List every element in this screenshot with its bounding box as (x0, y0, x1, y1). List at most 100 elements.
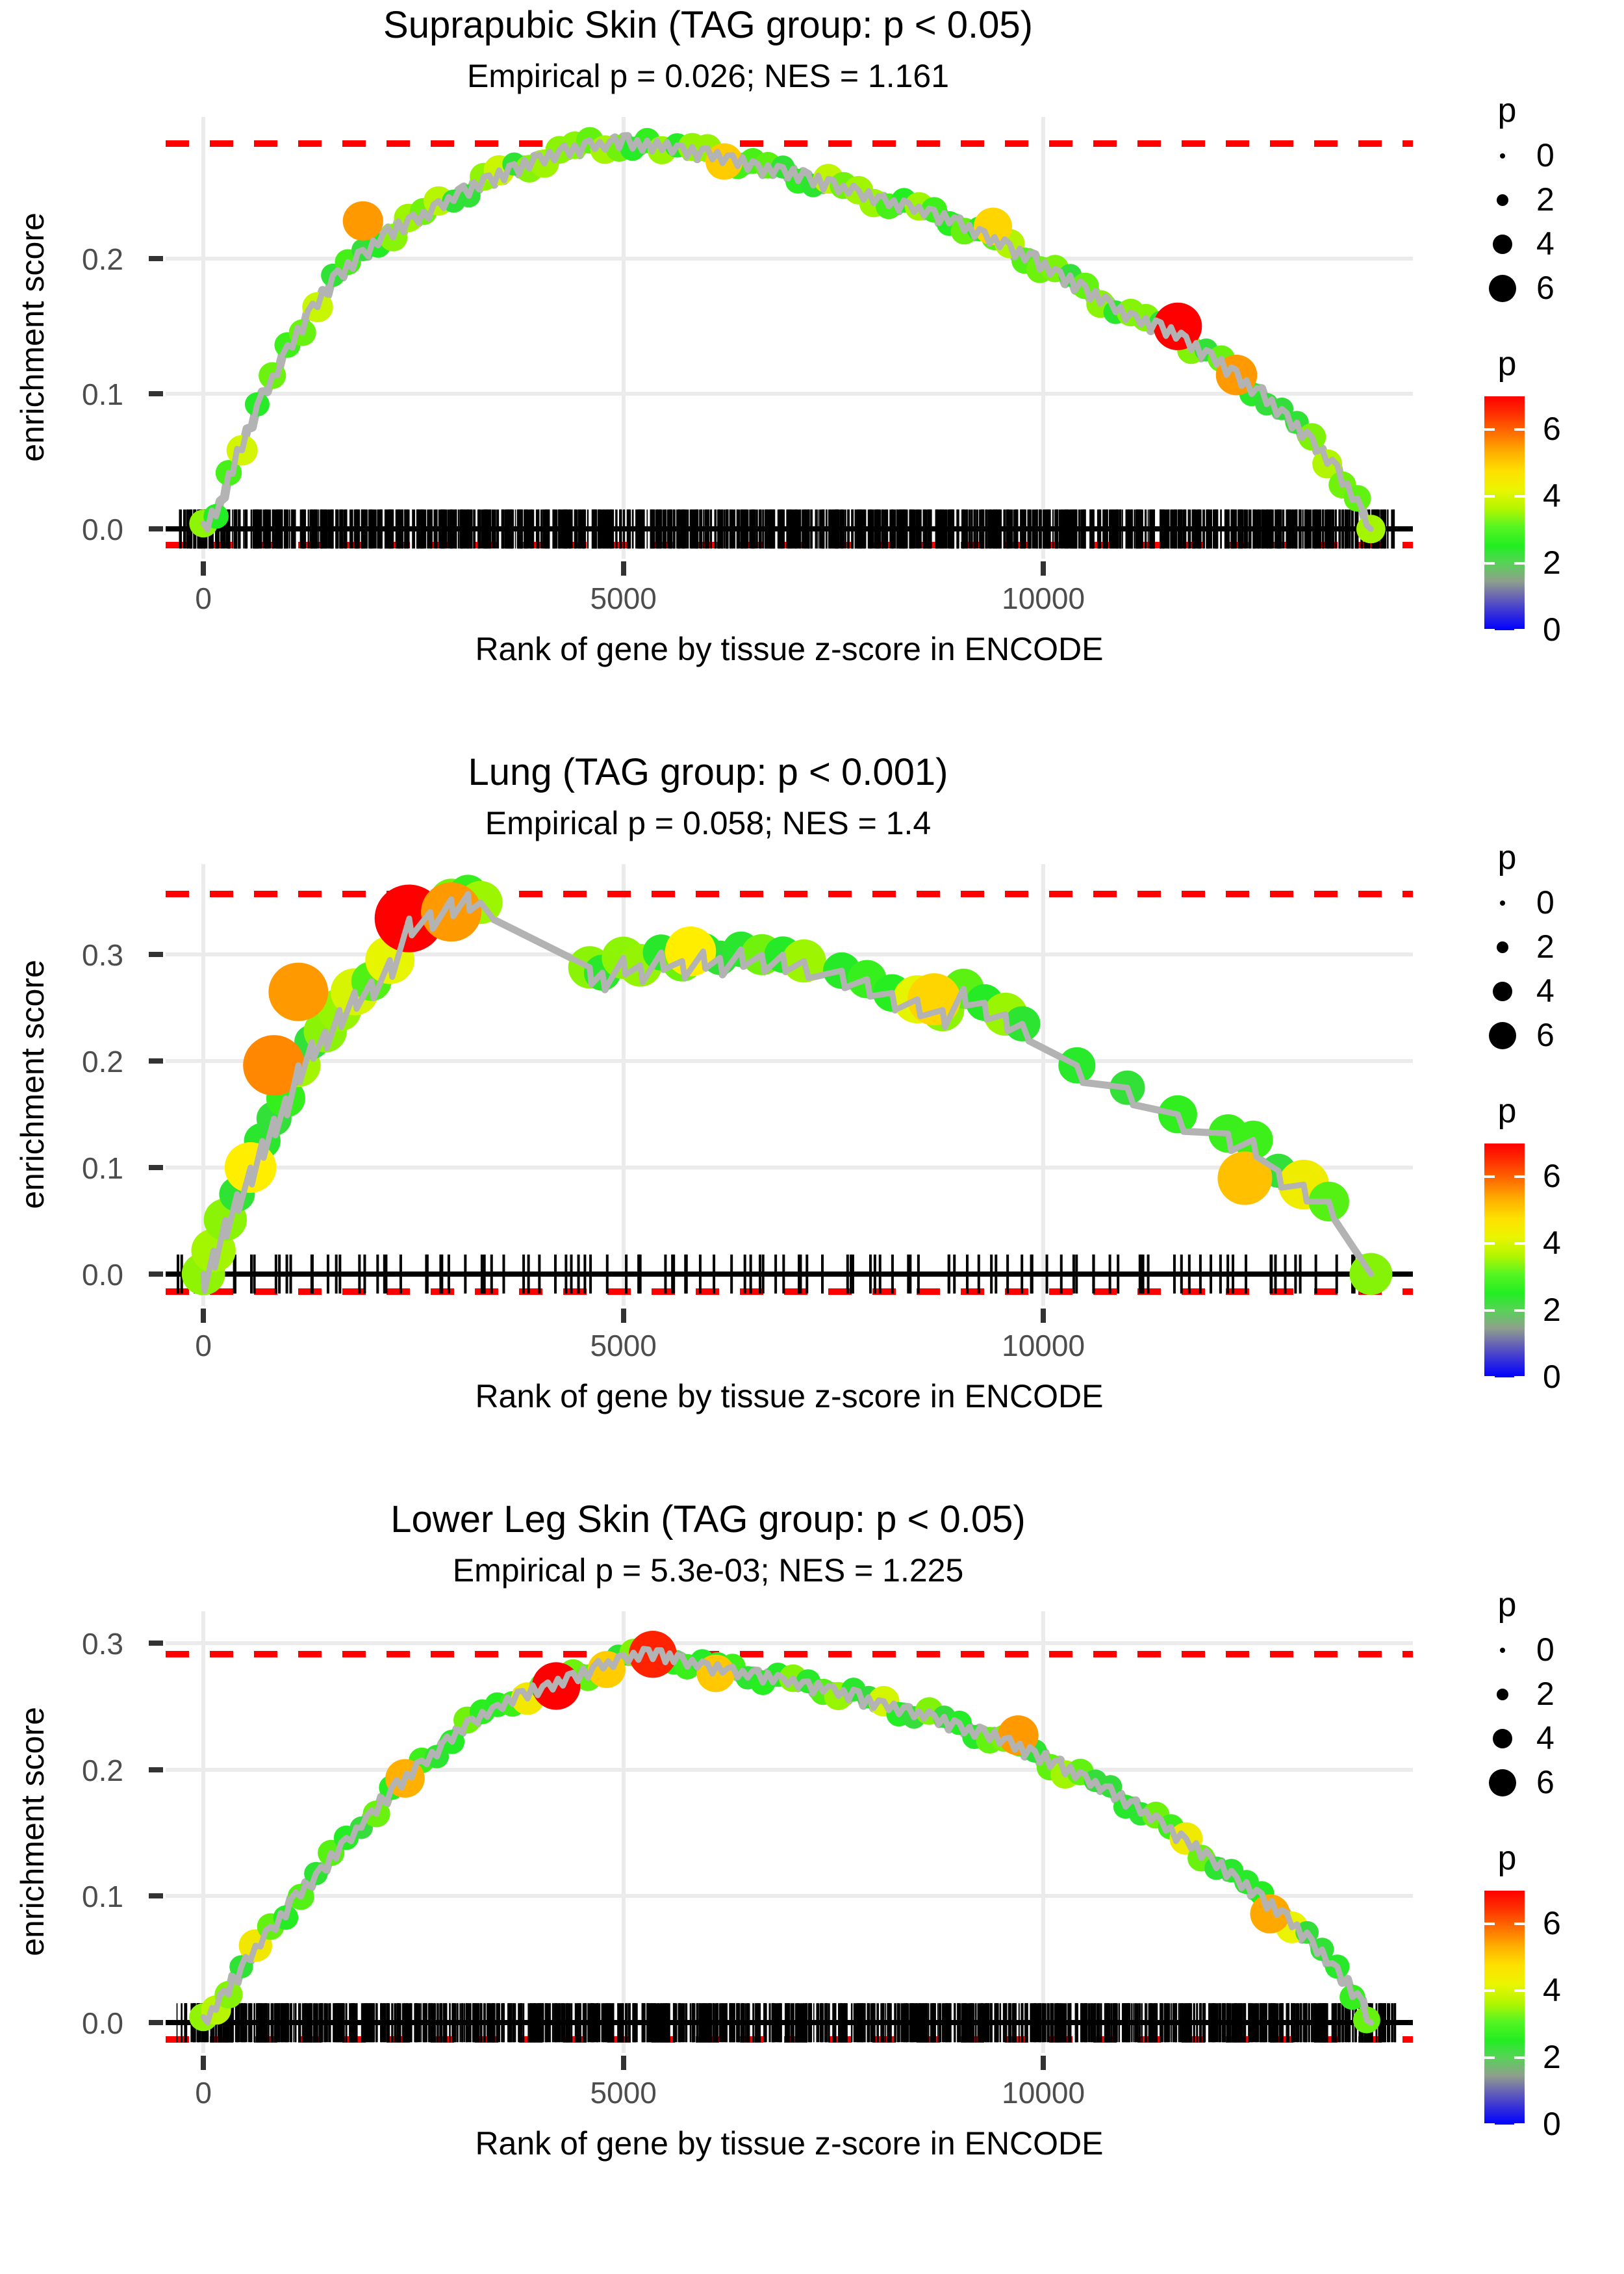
color-legend-title: p (1497, 345, 1517, 383)
color-legend-title: p (1497, 1092, 1517, 1130)
size-legend-label: 6 (1536, 1017, 1554, 1053)
x-gridline (201, 117, 206, 559)
y-tick-mark (149, 1058, 163, 1064)
enrichment-point-highlight (243, 1035, 305, 1096)
color-legend-tick (1484, 1923, 1495, 1926)
x-tick-mark (1041, 561, 1047, 576)
y-tick-mark (149, 1893, 163, 1899)
y-gridline (166, 1059, 1413, 1064)
color-legend-tick (1514, 428, 1525, 431)
panel-subtitle: Empirical p = 0.026; NES = 1.161 (466, 58, 950, 94)
color-legend-tick (1484, 2056, 1495, 2060)
size-legend-dot (1489, 1022, 1516, 1049)
y-tick-mark (149, 526, 163, 532)
plot-panel-0: Suprapubic Skin (TAG group: p < 0.05) Emp… (0, 0, 1624, 747)
y-tick-label: 0.3 (82, 938, 123, 973)
color-legend-tick (1484, 629, 1495, 632)
size-legend-dot (1493, 235, 1512, 254)
enrichment-point-highlight (1217, 1151, 1273, 1205)
color-legend-label: 0 (1543, 611, 1561, 648)
max-es-dashed-line (166, 1651, 1413, 1658)
color-legend-tick (1514, 2123, 1525, 2126)
color-legend-tick (1514, 1309, 1525, 1312)
x-gridline (621, 1611, 626, 2053)
x-gridline (621, 864, 626, 1306)
panel-title: Suprapubic Skin (TAG group: p < 0.05) (383, 4, 1033, 46)
color-legend-tick (1514, 1989, 1525, 1993)
x-axis-label: Rank of gene by tissue z-score in ENCODE (475, 631, 1104, 667)
enrichment-point-highlight (1250, 1894, 1290, 1934)
y-axis-label: enrichment score (14, 1707, 51, 1956)
color-legend-tick (1484, 495, 1495, 498)
y-tick-mark (149, 1640, 163, 1646)
size-legend-label: 4 (1536, 1720, 1554, 1756)
color-legend-tick (1514, 1242, 1525, 1246)
size-legend-label: 0 (1536, 884, 1554, 921)
enrichment-curve (189, 127, 1386, 544)
y-tick-label: 0.3 (82, 1626, 123, 1661)
size-legend-label: 4 (1536, 225, 1554, 262)
color-legend-tick (1514, 1923, 1525, 1926)
color-legend-label: 2 (1543, 2039, 1561, 2076)
size-legend-dot (1497, 1689, 1508, 1700)
panel-subtitle: Empirical p = 5.3e-03; NES = 1.225 (452, 1552, 964, 1589)
color-legend-label: 0 (1543, 1359, 1561, 1395)
color-legend-tick (1484, 1989, 1495, 1993)
x-tick-mark (620, 561, 626, 576)
color-legend-tick (1484, 428, 1495, 431)
plot-panel-2: Lower Leg Skin (TAG group: p < 0.05) Empi… (0, 1494, 1624, 2242)
y-tick-label: 0.1 (82, 1151, 123, 1185)
color-legend-label: 4 (1543, 1225, 1561, 1262)
enrichment-curve (181, 875, 1393, 1296)
y-tick-mark (149, 1767, 163, 1772)
color-legend-tick (1484, 1242, 1495, 1246)
y-tick-label: 0.0 (82, 1257, 123, 1292)
enrichment-point-highlight (268, 962, 329, 1021)
enrichment-curve (189, 1631, 1380, 2034)
rug-ticks (176, 2003, 1397, 2043)
plot-area (166, 1611, 1413, 2053)
color-legend-title: p (1497, 1839, 1517, 1877)
running-score-line-top (200, 891, 1374, 1294)
enrichment-point-highlight (342, 201, 383, 241)
x-tick-mark (201, 2056, 207, 2070)
size-legend-dot (1493, 982, 1512, 1001)
color-legend-tick (1514, 629, 1525, 632)
size-legend-label: 6 (1536, 1764, 1554, 1800)
y-gridline (166, 392, 1413, 396)
panel-subtitle: Empirical p = 0.058; NES = 1.4 (485, 805, 932, 841)
x-tick-label: 10000 (1002, 1329, 1085, 1362)
y-tick-label: 0.2 (82, 1045, 123, 1079)
y-tick-label: 0.2 (82, 242, 123, 277)
color-legend-tick (1514, 562, 1525, 565)
y-tick-mark (149, 256, 163, 262)
x-axis-label: Rank of gene by tissue z-score in ENCODE (475, 2125, 1104, 2162)
size-legend-dot (1489, 275, 1516, 302)
x-tick-label: 5000 (590, 1329, 657, 1362)
x-tick-mark (620, 2056, 626, 2070)
color-legend-label: 0 (1543, 2106, 1561, 2142)
color-legend-label: 2 (1543, 1292, 1561, 1329)
plot-area (166, 117, 1413, 559)
color-legend-label: 4 (1543, 478, 1561, 515)
x-gridline (621, 117, 626, 559)
plot-area (166, 864, 1413, 1306)
y-tick-mark (149, 1271, 163, 1277)
color-legend-tick (1484, 562, 1495, 565)
color-legend-bar (1484, 396, 1525, 630)
size-legend-label: 2 (1536, 1676, 1554, 1712)
panel-title: Lung (TAG group: p < 0.001) (468, 751, 948, 793)
y-gridline (166, 1767, 1413, 1772)
y-tick-mark (149, 952, 163, 958)
size-legend-dot (1497, 194, 1508, 206)
color-legend-bar (1484, 1143, 1525, 1377)
size-legend-label: 2 (1536, 181, 1554, 218)
zero-line (166, 1271, 1413, 1277)
y-tick-label: 0.1 (82, 377, 123, 412)
size-legend-title: p (1497, 1586, 1517, 1624)
y-tick-label: 0.2 (82, 1753, 123, 1787)
size-legend-label: 0 (1536, 1631, 1554, 1668)
x-gridline (201, 1611, 206, 2053)
size-legend-title: p (1497, 92, 1517, 129)
color-legend-tick (1484, 1309, 1495, 1312)
